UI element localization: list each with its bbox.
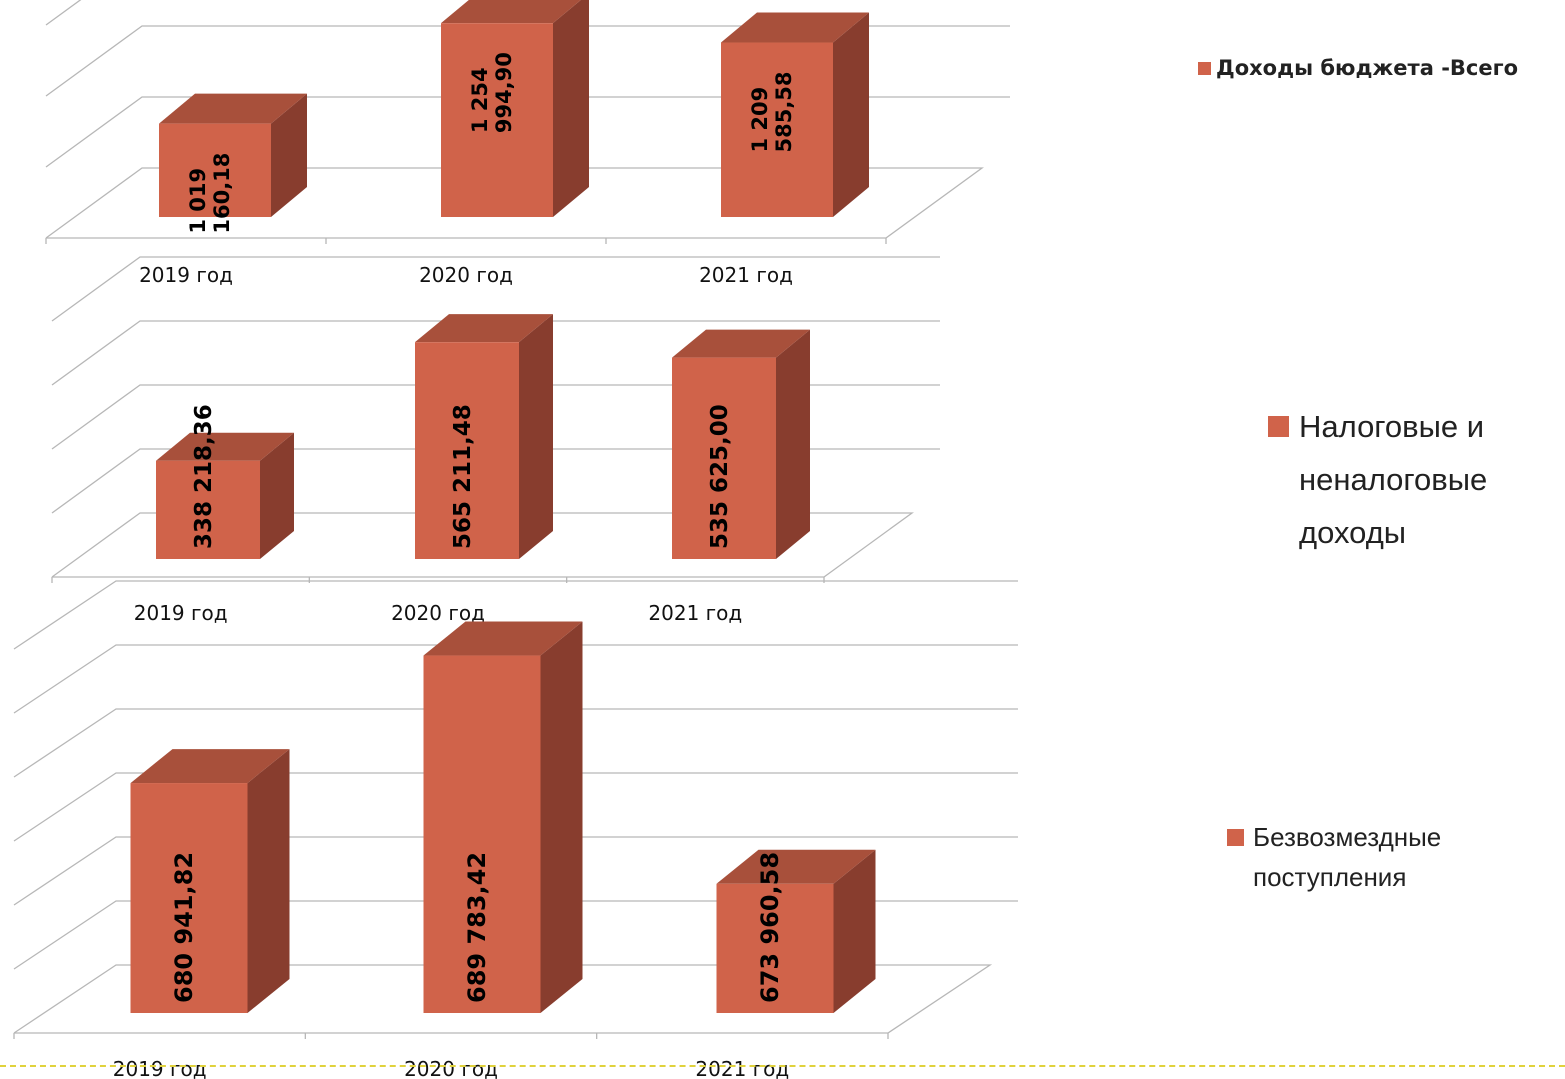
bar: 1 254 994,90: [441, 0, 589, 217]
legend-total-revenue: Доходы бюджета -Всего: [1198, 56, 1518, 80]
legend-swatch: [1268, 416, 1289, 437]
category-label: 2020 год: [391, 601, 485, 625]
legend-label: Безвозмездные поступления: [1253, 822, 1442, 892]
chart-tax-revenue: 338 218,36 2019 год 565 211,48 2020 год 535 …: [51, 256, 940, 625]
gridline: [45, 25, 1010, 97]
legend-label: Доходы бюджета -Всего: [1216, 56, 1519, 80]
bar: 689 783,42: [423, 621, 583, 1013]
bar-top: [159, 93, 307, 124]
bar-front: [415, 342, 519, 559]
data-label: 689 783,42: [463, 852, 491, 1003]
gridline: [13, 772, 1018, 842]
gridline: [13, 644, 1018, 714]
gridline: [13, 836, 1018, 906]
bar: 1 019 160,18: [159, 93, 307, 234]
gridline: [45, 0, 82, 26]
chart-total-revenue: 1 019 160,18 2019 год 1 254 994,90 2020 год 1 …: [45, 0, 1010, 287]
data-label: 994,90: [492, 52, 516, 133]
bar: 673 960,58: [716, 849, 876, 1013]
category-label: 2019 год: [134, 601, 228, 625]
bar-top: [716, 849, 876, 884]
bar-front: [672, 357, 776, 559]
bar-top: [721, 12, 869, 43]
legend-tax-revenue: Налоговые и неналоговые доходы: [1268, 400, 1548, 559]
bar-side: [833, 12, 869, 218]
category-label: 2019 год: [139, 263, 233, 287]
data-label: 673 960,58: [756, 852, 784, 1003]
bar-side: [271, 93, 307, 217]
category-label: 2020 год: [419, 263, 513, 287]
data-label: 1 254: [468, 67, 492, 133]
bar-front: [156, 460, 260, 559]
bar-top: [130, 749, 290, 784]
bar-side: [776, 329, 810, 559]
bar-side: [833, 849, 876, 1013]
legend-label: Налоговые и неналоговые доходы: [1299, 409, 1488, 550]
bar-top: [441, 0, 581, 24]
bar-front: [130, 783, 248, 1013]
gridline: [13, 708, 1018, 778]
bar-top: [156, 432, 294, 461]
gridline: [51, 320, 940, 386]
gridline: [13, 580, 1018, 650]
bar: 535 625,00: [672, 329, 810, 559]
legend-grants: Безвозмездные поступления: [1227, 817, 1547, 897]
bar-side: [247, 749, 290, 1013]
bar-top: [672, 329, 810, 358]
bar-front: [159, 123, 271, 217]
bar-front: [721, 42, 833, 218]
bar-top: [415, 314, 553, 343]
chart-grants: 680 941,82 2019 год 689 783,42 2020 год 673 …: [13, 580, 1018, 1079]
bar: 565 211,48: [415, 314, 553, 559]
bar-side: [519, 314, 553, 559]
data-label: 585,58: [772, 71, 796, 152]
bar-top: [423, 621, 583, 656]
gridline: [51, 256, 940, 322]
bar-side: [540, 621, 583, 1013]
legend-swatch: [1227, 829, 1244, 846]
data-label: 565 211,48: [450, 404, 476, 549]
data-label: 160,18: [210, 153, 234, 234]
data-label: 1 019: [186, 168, 210, 234]
category-label: 2021 год: [648, 601, 742, 625]
footer-divider: [0, 1065, 1565, 1067]
gridline: [45, 96, 1010, 168]
bar: 338 218,36: [156, 404, 294, 559]
bar-front: [423, 655, 541, 1013]
bar-front: [441, 23, 553, 217]
bar: 1 209 585,58: [721, 12, 869, 218]
data-label: 1 209: [748, 87, 772, 153]
category-label: 2019 год: [113, 1057, 207, 1079]
data-label: 535 625,00: [707, 404, 733, 549]
data-label: 680 941,82: [170, 852, 198, 1003]
category-label: 2021 год: [699, 263, 793, 287]
bar-front: [716, 883, 834, 1013]
bar: 680 941,82: [130, 749, 290, 1013]
category-label: 2021 год: [695, 1057, 789, 1079]
category-label: 2020 год: [404, 1057, 498, 1079]
data-label: 338 218,36: [191, 404, 217, 549]
legend-swatch: [1198, 62, 1211, 75]
bar-side: [260, 432, 294, 559]
bar-side: [553, 0, 589, 217]
